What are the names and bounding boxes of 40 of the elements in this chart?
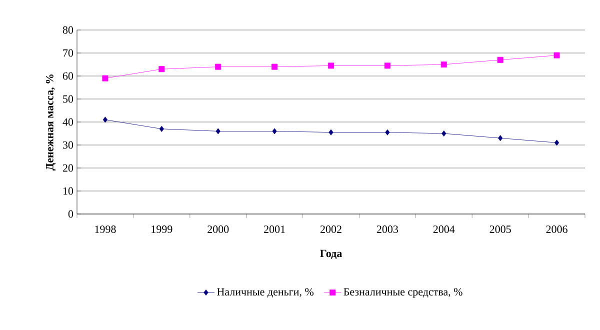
y-tick-label: 30 bbox=[63, 141, 74, 149]
point bbox=[102, 116, 108, 123]
point bbox=[554, 140, 560, 146]
point bbox=[497, 56, 504, 63]
x-tick-label: 2006 bbox=[546, 226, 568, 233]
point bbox=[440, 62, 447, 68]
x-tick-label: 2000 bbox=[208, 226, 229, 233]
x-tick-label: 2004 bbox=[433, 226, 455, 233]
legend-label: Безналичные средства, % bbox=[344, 288, 462, 298]
y-tick-label: 80 bbox=[62, 26, 74, 34]
y-tick-label: 70 bbox=[63, 49, 74, 57]
point bbox=[384, 62, 390, 69]
x-tick-label: 2001 bbox=[264, 226, 285, 233]
y-tick-label: 40 bbox=[62, 118, 74, 126]
point bbox=[554, 52, 560, 58]
y-tick-label: 10 bbox=[63, 187, 74, 195]
y-tick-label: 60 bbox=[62, 72, 74, 80]
point bbox=[442, 130, 446, 136]
x-tick-label: 2005 bbox=[490, 226, 511, 233]
point bbox=[102, 75, 108, 82]
point bbox=[215, 64, 222, 70]
point bbox=[158, 66, 165, 72]
point bbox=[498, 135, 503, 142]
point bbox=[328, 129, 334, 136]
x-tick-label: 1999 bbox=[152, 226, 172, 233]
point bbox=[272, 128, 277, 134]
point bbox=[272, 64, 278, 70]
point bbox=[328, 62, 334, 69]
x-tick-label: 2003 bbox=[376, 226, 398, 233]
point bbox=[159, 126, 164, 132]
y-axis-title: Денежная масса, % bbox=[46, 74, 56, 171]
y-tick-label: 0 bbox=[68, 210, 74, 218]
point bbox=[385, 129, 390, 136]
point bbox=[216, 128, 220, 134]
y-tick-label: 20 bbox=[62, 164, 74, 172]
x-tick-label: 1998 bbox=[95, 226, 116, 233]
x-axis-title: Года bbox=[320, 250, 342, 259]
x-tick-label: 2002 bbox=[320, 226, 342, 233]
legend-label: Наличные деньги, % bbox=[217, 288, 314, 298]
y-tick-label: 50 bbox=[63, 95, 74, 103]
